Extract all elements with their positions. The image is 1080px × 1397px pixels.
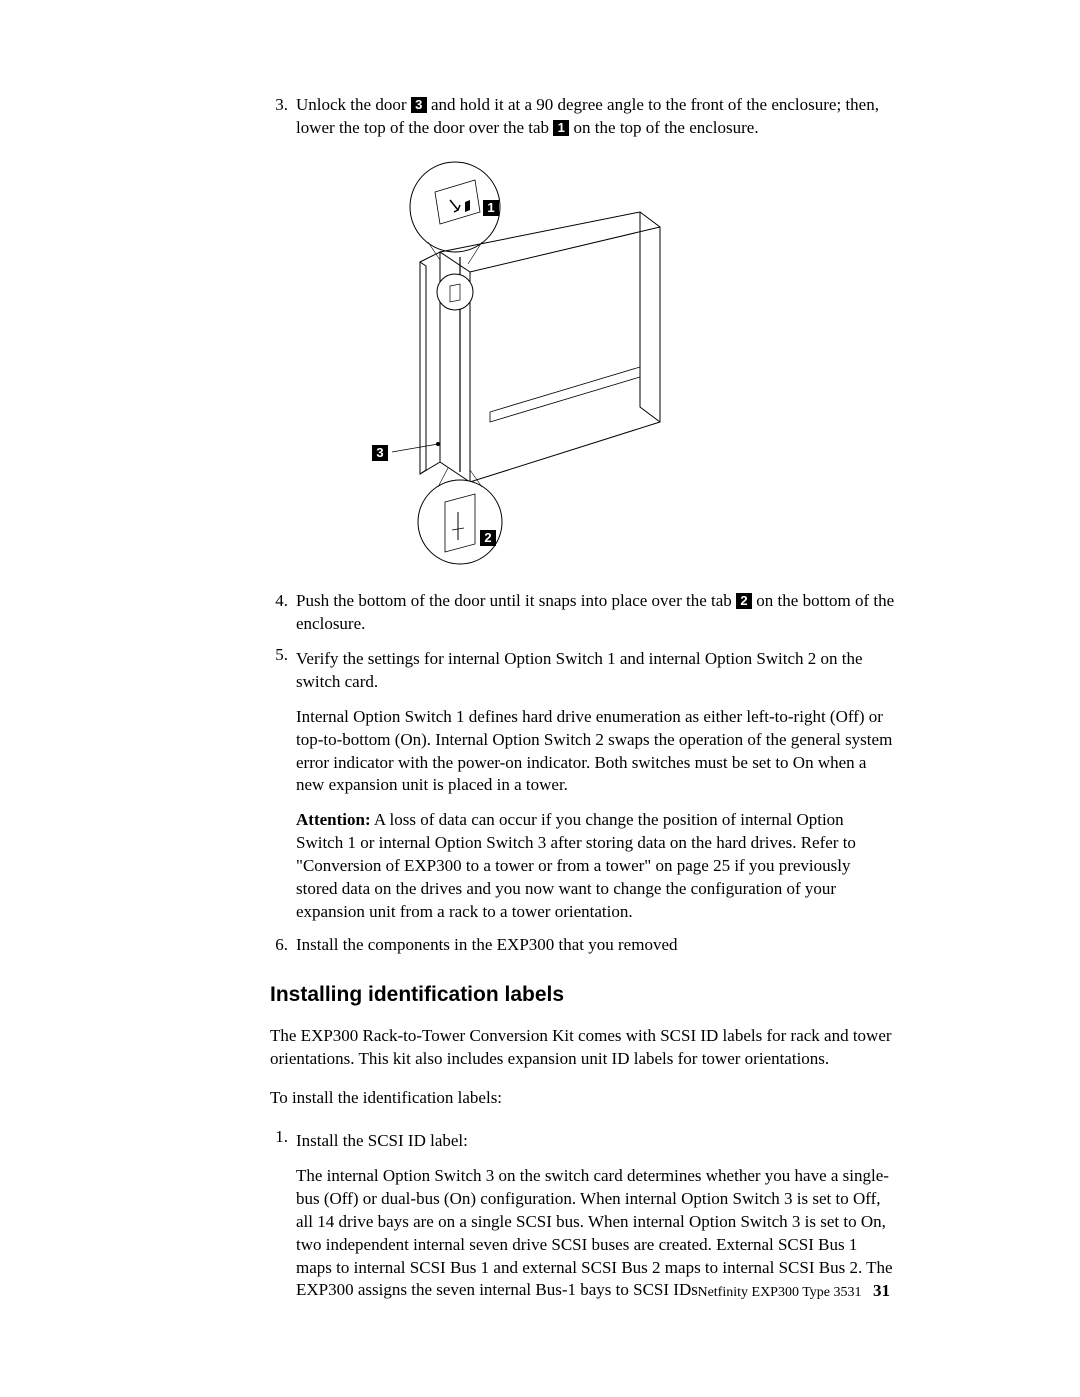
page-content: 3. Unlock the door 3 and hold it at a 90… xyxy=(270,94,895,1310)
step-5: 5. Verify the settings for internal Opti… xyxy=(270,644,895,924)
section-heading: Installing identification labels xyxy=(270,983,895,1007)
step-3: 3. Unlock the door 3 and hold it at a 90… xyxy=(270,94,895,140)
attention-text: A loss of data can occur if you change t… xyxy=(296,810,856,921)
step-6: 6. Install the components in the EXP300 … xyxy=(270,934,895,957)
step-number: 4. xyxy=(270,590,296,636)
attention-label: Attention: xyxy=(296,810,371,829)
text: Verify the settings for internal Option … xyxy=(296,648,895,694)
step-4: 4. Push the bottom of the door until it … xyxy=(270,590,895,636)
step-body: Verify the settings for internal Option … xyxy=(296,644,895,924)
enclosure-figure: 1 2 3 xyxy=(270,152,895,572)
intro-paragraph-2: To install the identification labels: xyxy=(270,1087,895,1110)
figure-callout-3: 3 xyxy=(372,445,388,461)
attention-paragraph: Attention: A loss of data can occur if y… xyxy=(296,809,895,924)
callout-1-inline: 1 xyxy=(553,120,569,136)
step-body: Push the bottom of the door until it sna… xyxy=(296,590,895,636)
substep-1: 1. Install the SCSI ID label: The intern… xyxy=(270,1126,895,1303)
step-number: 1. xyxy=(270,1126,296,1303)
callout-3-inline: 3 xyxy=(411,97,427,113)
step-number: 3. xyxy=(270,94,296,140)
step-body: Install the components in the EXP300 tha… xyxy=(296,934,895,957)
text: Install the SCSI ID label: xyxy=(296,1130,895,1153)
step-body: Install the SCSI ID label: The internal … xyxy=(296,1126,895,1303)
figure-callout-1: 1 xyxy=(483,200,499,216)
step-number: 5. xyxy=(270,644,296,924)
footer-text: Netfinity EXP300 Type 3531 xyxy=(697,1285,861,1300)
step-body: Unlock the door 3 and hold it at a 90 de… xyxy=(296,94,895,140)
text: on the top of the enclosure. xyxy=(569,118,758,137)
callout-2-inline: 2 xyxy=(736,593,752,609)
paragraph: Internal Option Switch 1 defines hard dr… xyxy=(296,706,895,798)
text: Unlock the door xyxy=(296,95,411,114)
figure-callout-2: 2 xyxy=(480,530,496,546)
text: Push the bottom of the door until it sna… xyxy=(296,591,736,610)
page-footer: Netfinity EXP300 Type 3531 31 xyxy=(697,1281,890,1301)
intro-paragraph-1: The EXP300 Rack-to-Tower Conversion Kit … xyxy=(270,1025,895,1071)
page-number: 31 xyxy=(873,1281,890,1300)
step-number: 6. xyxy=(270,934,296,957)
enclosure-svg xyxy=(320,152,680,572)
